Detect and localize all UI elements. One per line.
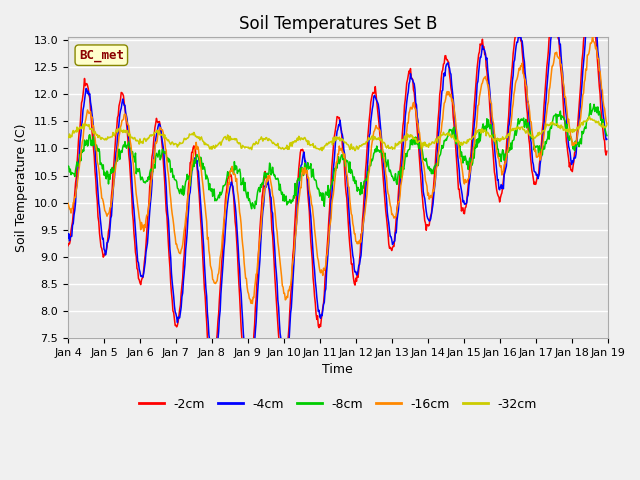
Text: BC_met: BC_met: [79, 48, 124, 62]
Y-axis label: Soil Temperature (C): Soil Temperature (C): [15, 123, 28, 252]
Legend: -2cm, -4cm, -8cm, -16cm, -32cm: -2cm, -4cm, -8cm, -16cm, -32cm: [134, 393, 542, 416]
Title: Soil Temperatures Set B: Soil Temperatures Set B: [239, 15, 437, 33]
X-axis label: Time: Time: [323, 363, 353, 376]
